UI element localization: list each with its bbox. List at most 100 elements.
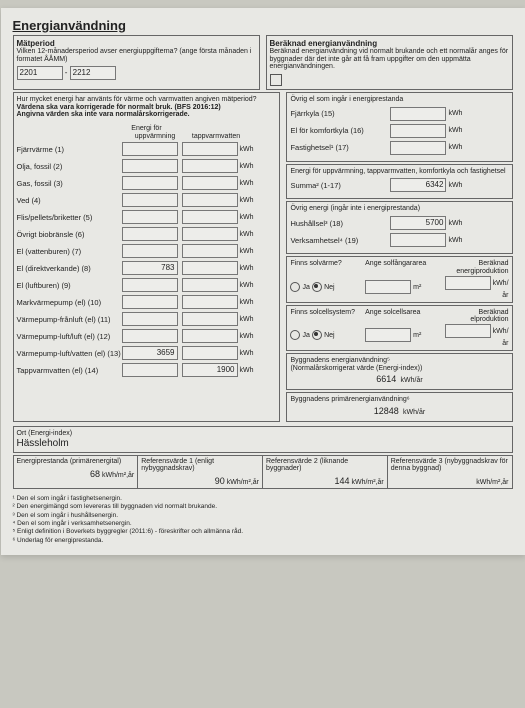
solv-prod[interactable] bbox=[445, 276, 491, 290]
tapp-input[interactable] bbox=[182, 244, 238, 258]
energy-row: Markvärmepump (el) (10)kWh bbox=[17, 295, 277, 310]
energy-row: Värmepump-frånluft (el) (11)kWh bbox=[17, 312, 277, 327]
tapp-input[interactable] bbox=[182, 312, 238, 326]
c2h: Referensvärde 1 (enligt nybyggnadskrav) bbox=[141, 458, 259, 472]
komfort-lbl: El för komfortkyla (16) bbox=[290, 126, 390, 135]
komfort-val[interactable] bbox=[390, 124, 446, 138]
energy-label: Övrigt biobränsle (6) bbox=[17, 230, 122, 239]
energi-for: Energi för bbox=[17, 125, 277, 133]
uppv-input[interactable] bbox=[122, 295, 178, 309]
energy-label: El (luftburen) (9) bbox=[17, 281, 122, 290]
solc-area[interactable] bbox=[365, 328, 411, 342]
solc-prod[interactable] bbox=[445, 324, 491, 338]
energy-label: Gas, fossil (3) bbox=[17, 179, 122, 188]
verksam-val[interactable] bbox=[390, 233, 446, 247]
uppv-input[interactable] bbox=[122, 363, 178, 377]
matperiod-desc: Vilken 12-månadersperiod avser energiupp… bbox=[17, 48, 256, 63]
period-from[interactable]: 2201 bbox=[17, 66, 63, 80]
fastighet-val[interactable] bbox=[390, 141, 446, 155]
tapp-input[interactable] bbox=[182, 176, 238, 190]
bygg-l2: (Normalårskorrigerat värde (Energi-index… bbox=[290, 365, 508, 373]
solc-ja[interactable] bbox=[290, 330, 300, 340]
tapp-input[interactable] bbox=[182, 193, 238, 207]
solc-nej[interactable] bbox=[312, 330, 322, 340]
tapp-input[interactable] bbox=[182, 227, 238, 241]
energy-row: Fjärrvärme (1)kWh bbox=[17, 142, 277, 157]
col-tapp: tappvarmvatten bbox=[189, 133, 244, 140]
energy-row: Tappvarmvatten (el) (14)1900kWh bbox=[17, 363, 277, 378]
beraknad-desc: Beräknad energianvändning vid normalt br… bbox=[270, 48, 509, 71]
col-uppv: uppvärmning bbox=[128, 133, 183, 140]
solv-ja[interactable] bbox=[290, 282, 300, 292]
uppv-input[interactable]: 3659 bbox=[122, 346, 178, 360]
uppv-input[interactable] bbox=[122, 159, 178, 173]
energy-label: Värmepump-luft/vatten (el) (13) bbox=[17, 349, 122, 358]
verksam-lbl: Verksamhetsel⁴ (19) bbox=[290, 236, 390, 245]
uppv-input[interactable] bbox=[122, 244, 178, 258]
uppv-input[interactable]: 783 bbox=[122, 261, 178, 275]
uppv-input[interactable] bbox=[122, 227, 178, 241]
tapp-input[interactable] bbox=[182, 329, 238, 343]
right-panel: Övrig el som ingår i energiprestanda Fjä… bbox=[286, 92, 512, 424]
sum-head: Energi för uppvärmning, tappvarmvatten, … bbox=[290, 168, 508, 176]
c4h: Referensvärde 3 (nybyggnadskrav för denn… bbox=[391, 458, 509, 472]
uppv-input[interactable] bbox=[122, 176, 178, 190]
matperiod-head: Mätperiod bbox=[17, 39, 256, 48]
bygg-l1: Byggnadens energianvändning⁵ bbox=[290, 357, 508, 365]
ovrig-head: Övrig energi (ingår inte i energiprestan… bbox=[290, 205, 508, 213]
tapp-input[interactable] bbox=[182, 210, 238, 224]
energy-label: Värmepump-luft/luft (el) (12) bbox=[17, 332, 122, 341]
bygg-v2: 12848 bbox=[374, 406, 399, 416]
energy-row: El (direktverkande) (8)783kWh bbox=[17, 261, 277, 276]
tapp-input[interactable]: 1900 bbox=[182, 363, 238, 377]
energy-label: Tappvarmvatten (el) (14) bbox=[17, 366, 122, 375]
bygg-v1: 6614 bbox=[376, 374, 396, 384]
hushall-val[interactable]: 5700 bbox=[390, 216, 446, 230]
left-note3: Angivna värden ska inte vara normalårsko… bbox=[17, 111, 277, 119]
solv-nej[interactable] bbox=[312, 282, 322, 292]
energy-row: El (luftburen) (9)kWh bbox=[17, 278, 277, 293]
energy-label: Värmepump-frånluft (el) (11) bbox=[17, 315, 122, 324]
energy-row: Ved (4)kWh bbox=[17, 193, 277, 208]
left-panel: Hur mycket energi har använts för värme … bbox=[13, 92, 281, 422]
beraknad-box: Beräknad energianvändning Beräknad energ… bbox=[266, 35, 513, 90]
period-to[interactable]: 2212 bbox=[70, 66, 116, 80]
energy-row: Värmepump-luft/luft (el) (12)kWh bbox=[17, 329, 277, 344]
energy-label: Markvärmepump (el) (10) bbox=[17, 298, 122, 307]
uppv-input[interactable] bbox=[122, 142, 178, 156]
energy-label: Ved (4) bbox=[17, 196, 122, 205]
energy-row: Värmepump-luft/vatten (el) (13)3659kWh bbox=[17, 346, 277, 361]
ref-grid: Energiprestanda (primärenergital)68 kWh/… bbox=[13, 455, 513, 489]
energy-label: El (direktverkande) (8) bbox=[17, 264, 122, 273]
tapp-input[interactable] bbox=[182, 261, 238, 275]
tapp-input[interactable] bbox=[182, 159, 238, 173]
matperiod-box: Mätperiod Vilken 12-månadersperiod avser… bbox=[13, 35, 260, 90]
left-note1: Hur mycket energi har använts för värme … bbox=[17, 96, 277, 104]
solc-q: Finns solcellsystem? bbox=[290, 309, 359, 324]
tapp-input[interactable] bbox=[182, 142, 238, 156]
energy-label: Olja, fossil (2) bbox=[17, 162, 122, 171]
solv-area-lbl: Ange solfångararea bbox=[365, 260, 434, 275]
energy-row: Gas, fossil (3)kWh bbox=[17, 176, 277, 191]
uppv-input[interactable] bbox=[122, 278, 178, 292]
bygg-l3: Byggnadens primärenergianvändning⁶ bbox=[290, 396, 508, 404]
uppv-input[interactable] bbox=[122, 312, 178, 326]
uppv-input[interactable] bbox=[122, 210, 178, 224]
tapp-input[interactable] bbox=[182, 346, 238, 360]
beraknad-head: Beräknad energianvändning bbox=[270, 39, 509, 48]
energy-form: Energianvändning Mätperiod Vilken 12-mån… bbox=[1, 8, 525, 555]
fjarrkyla-val[interactable] bbox=[390, 107, 446, 121]
uppv-input[interactable] bbox=[122, 193, 178, 207]
beraknad-check[interactable] bbox=[270, 74, 282, 86]
solc-prod-lbl: Beräknad elproduktion bbox=[440, 309, 509, 324]
c3h: Referensvärde 2 (liknande byggnader) bbox=[266, 458, 384, 472]
tapp-input[interactable] bbox=[182, 295, 238, 309]
uppv-input[interactable] bbox=[122, 329, 178, 343]
solv-area[interactable] bbox=[365, 280, 411, 294]
tapp-input[interactable] bbox=[182, 278, 238, 292]
energy-row: Övrigt biobränsle (6)kWh bbox=[17, 227, 277, 242]
hushall-lbl: Hushållsel³ (18) bbox=[290, 219, 390, 228]
solv-q: Finns solvärme? bbox=[290, 260, 359, 275]
solc-area-lbl: Ange solcellsarea bbox=[365, 309, 434, 324]
fjarrkyla-lbl: Fjärrkyla (15) bbox=[290, 109, 390, 118]
